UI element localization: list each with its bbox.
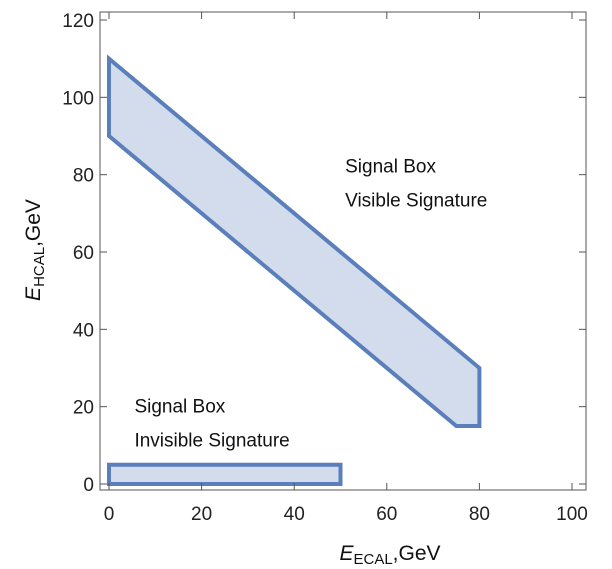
y-tick-label: 60 (73, 243, 94, 264)
annotation-visible-signature: Signal Box Visible Signature (345, 157, 487, 212)
annotation-invisible-signature: Signal Box Invisible Signature (134, 396, 289, 451)
visible-signature-region (107, 54, 482, 428)
plot-frame (99, 11, 587, 491)
x-tick-label: 100 (556, 504, 588, 525)
y-axis-title: EHCAL,GeV (22, 199, 48, 301)
y-tick-label: 40 (73, 320, 94, 341)
invisible-signature-region (107, 462, 343, 486)
y-tick-label: 0 (83, 475, 94, 496)
y-tick-label: 120 (62, 11, 94, 32)
x-tick-label: 60 (376, 504, 397, 525)
x-tick-label: 20 (191, 504, 212, 525)
x-axis-title: EECAL,GeV (339, 542, 440, 568)
x-tick-label: 40 (284, 504, 305, 525)
x-tick-label: 80 (469, 504, 490, 525)
x-tick-label: 0 (104, 504, 115, 525)
y-tick-label: 20 (73, 398, 94, 419)
y-tick-label: 100 (62, 88, 94, 109)
y-tick-label: 80 (73, 166, 94, 187)
